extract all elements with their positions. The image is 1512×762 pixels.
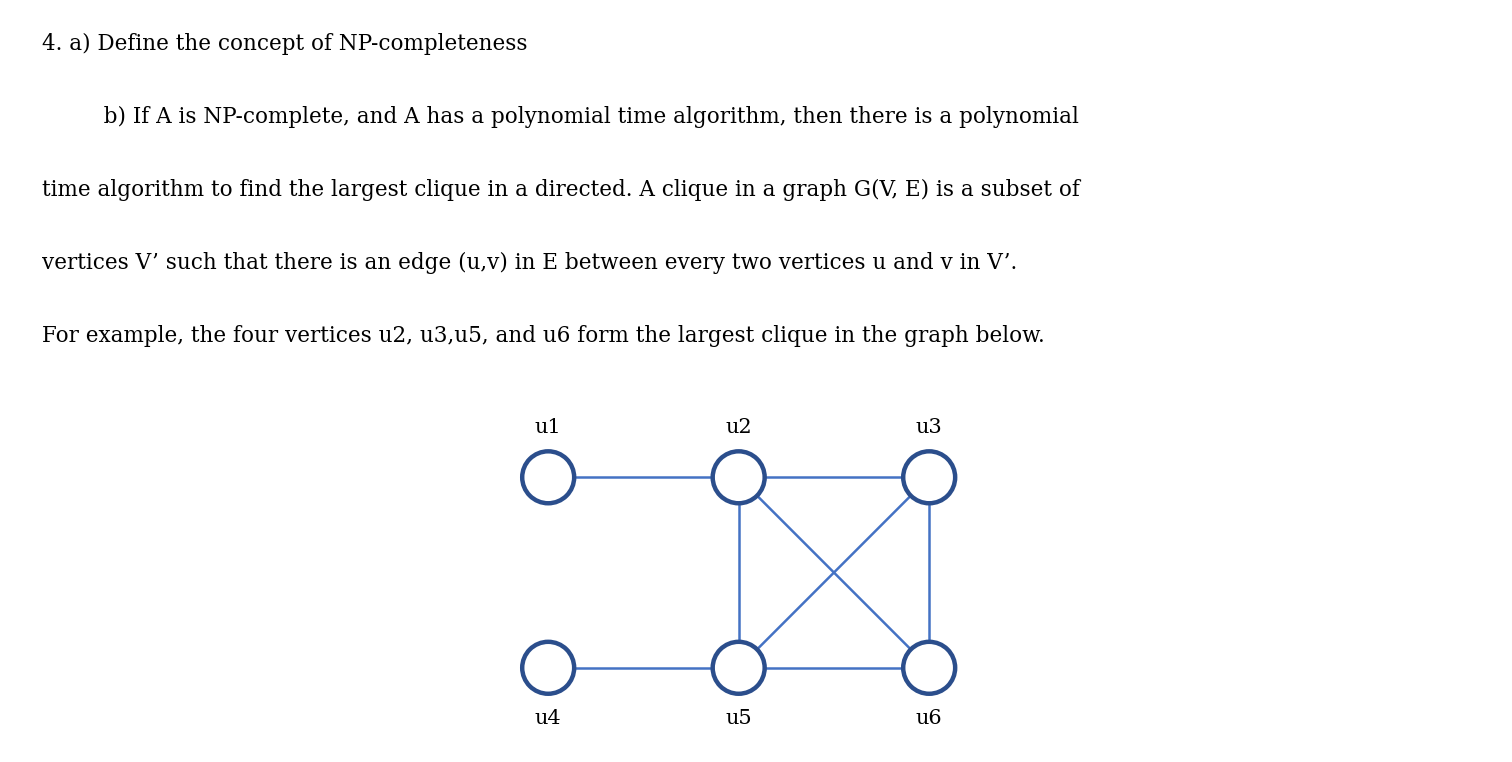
Circle shape xyxy=(903,451,956,503)
Text: u4: u4 xyxy=(535,709,561,728)
Circle shape xyxy=(522,642,575,693)
Text: u6: u6 xyxy=(916,709,942,728)
Circle shape xyxy=(903,642,956,693)
Text: u2: u2 xyxy=(726,418,751,437)
Circle shape xyxy=(712,642,765,693)
Text: u3: u3 xyxy=(916,418,942,437)
Text: For example, the four vertices u2, u3,u5, and u6 form the largest clique in the : For example, the four vertices u2, u3,u5… xyxy=(42,325,1045,347)
Text: u1: u1 xyxy=(535,418,561,437)
Text: vertices V’ such that there is an edge (u,v) in E between every two vertices u a: vertices V’ such that there is an edge (… xyxy=(42,252,1018,274)
Text: b) If A is NP-complete, and A has a polynomial time algorithm, then there is a p: b) If A is NP-complete, and A has a poly… xyxy=(83,106,1080,128)
Text: 4. a) Define the concept of NP-completeness: 4. a) Define the concept of NP-completen… xyxy=(42,33,528,55)
Circle shape xyxy=(522,451,575,503)
Text: time algorithm to find the largest clique in a directed. A clique in a graph G(V: time algorithm to find the largest cliqu… xyxy=(42,179,1080,201)
Circle shape xyxy=(712,451,765,503)
Text: u5: u5 xyxy=(726,709,751,728)
